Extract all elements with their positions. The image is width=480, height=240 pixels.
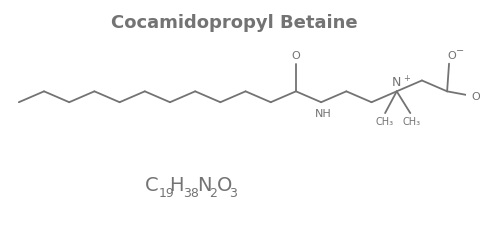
Text: CH₃: CH₃ <box>375 117 393 127</box>
Text: 19: 19 <box>158 187 174 200</box>
Text: H: H <box>169 176 183 195</box>
Text: O: O <box>291 51 300 61</box>
Text: O: O <box>216 176 232 195</box>
Text: C: C <box>145 176 158 195</box>
Text: N: N <box>392 76 401 89</box>
Text: NH: NH <box>315 109 332 119</box>
Text: 2: 2 <box>209 187 216 200</box>
Text: 38: 38 <box>183 187 199 200</box>
Text: CH₃: CH₃ <box>402 117 420 127</box>
Text: O: O <box>472 92 480 102</box>
Text: O: O <box>447 51 456 61</box>
Text: N: N <box>197 176 212 195</box>
Text: +: + <box>404 74 410 84</box>
Text: Cocamidopropyl Betaine: Cocamidopropyl Betaine <box>110 14 357 32</box>
Text: 3: 3 <box>229 187 237 200</box>
Text: −: − <box>456 46 464 56</box>
